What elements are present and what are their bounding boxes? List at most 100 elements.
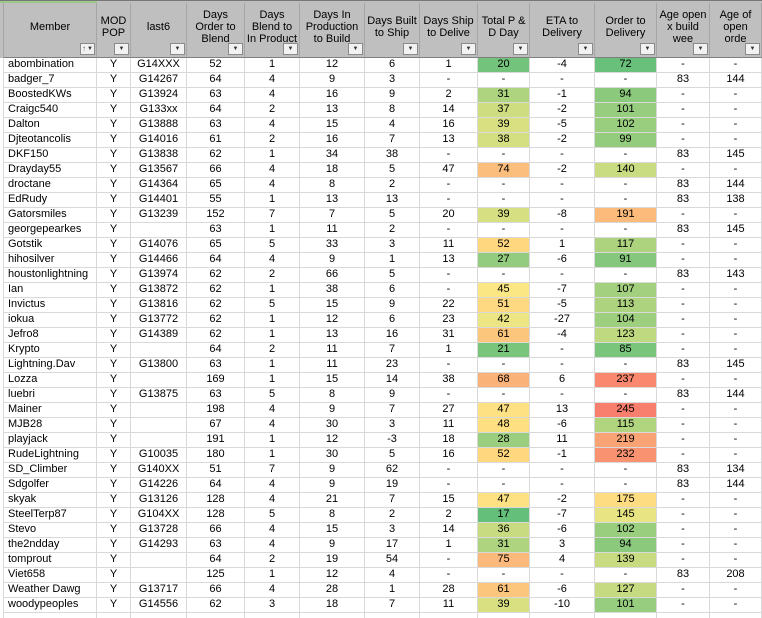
cell[interactable] <box>187 613 245 618</box>
cell[interactable]: 19 <box>300 553 365 568</box>
cell[interactable]: 52 <box>478 238 530 253</box>
cell[interactable]: - <box>420 178 478 193</box>
cell[interactable]: 8 <box>300 508 365 523</box>
cell[interactable]: 2 <box>365 178 420 193</box>
cell[interactable]: - <box>420 463 478 478</box>
cell[interactable]: 1 <box>245 568 300 583</box>
cell[interactable]: G13567 <box>131 163 187 178</box>
cell[interactable]: Y <box>97 478 131 493</box>
cell[interactable]: 3 <box>365 238 420 253</box>
cell[interactable]: Y <box>97 358 131 373</box>
cell[interactable]: 15 <box>300 298 365 313</box>
cell[interactable]: - <box>710 58 762 73</box>
cell[interactable]: - <box>657 418 710 433</box>
cell[interactable] <box>595 613 657 618</box>
cell[interactable]: 30 <box>300 418 365 433</box>
cell[interactable]: 1 <box>420 538 478 553</box>
cell[interactable]: 16 <box>365 328 420 343</box>
cell[interactable]: - <box>530 358 595 373</box>
column-header-order-to-delivery[interactable]: Order to Delivery ▼ <box>595 3 657 58</box>
column-header-days-blend-to-in-product[interactable]: Days Blend to In Product ▼ <box>245 3 300 58</box>
cell[interactable]: woodypeoples <box>4 598 97 613</box>
cell[interactable]: - <box>710 538 762 553</box>
cell[interactable]: 42 <box>478 313 530 328</box>
cell[interactable] <box>131 568 187 583</box>
cell[interactable]: 19 <box>365 478 420 493</box>
cell[interactable]: 117 <box>595 238 657 253</box>
cell[interactable]: 8 <box>365 103 420 118</box>
cell[interactable]: -2 <box>530 163 595 178</box>
cell[interactable]: 4 <box>245 163 300 178</box>
cell[interactable]: - <box>478 73 530 88</box>
cell[interactable]: 2 <box>365 223 420 238</box>
cell[interactable]: 13 <box>300 103 365 118</box>
cell[interactable]: Gotstik <box>4 238 97 253</box>
cell[interactable]: 51 <box>478 298 530 313</box>
cell[interactable]: 83 <box>657 148 710 163</box>
cell[interactable]: 74 <box>478 163 530 178</box>
cell[interactable]: 5 <box>245 298 300 313</box>
cell[interactable]: 9 <box>300 538 365 553</box>
cell[interactable]: 11 <box>300 358 365 373</box>
cell[interactable]: 1 <box>245 433 300 448</box>
cell[interactable]: 62 <box>187 328 245 343</box>
cell[interactable]: 7 <box>365 133 420 148</box>
cell[interactable]: playjack <box>4 433 97 448</box>
cell[interactable]: MJB28 <box>4 418 97 433</box>
cell[interactable]: Y <box>97 463 131 478</box>
cell[interactable]: 152 <box>187 208 245 223</box>
cell[interactable]: 3 <box>365 418 420 433</box>
cell[interactable]: Y <box>97 538 131 553</box>
cell[interactable]: Y <box>97 163 131 178</box>
cell[interactable]: 5 <box>365 448 420 463</box>
cell[interactable]: 191 <box>595 208 657 223</box>
cell[interactable]: - <box>710 208 762 223</box>
sort-filter-button[interactable]: ↑ ▼ <box>80 43 95 55</box>
cell[interactable]: iokua <box>4 313 97 328</box>
cell[interactable]: 3 <box>530 538 595 553</box>
cell[interactable]: Y <box>97 583 131 598</box>
cell[interactable]: - <box>420 193 478 208</box>
cell[interactable]: - <box>657 448 710 463</box>
cell[interactable]: 27 <box>420 403 478 418</box>
cell[interactable]: 4 <box>245 118 300 133</box>
cell[interactable]: - <box>530 268 595 283</box>
cell[interactable]: 4 <box>245 403 300 418</box>
cell[interactable]: 63 <box>187 388 245 403</box>
cell[interactable]: 47 <box>420 163 478 178</box>
cell[interactable]: -4 <box>530 328 595 343</box>
cell[interactable] <box>131 403 187 418</box>
cell[interactable]: SD_Climber <box>4 463 97 478</box>
cell[interactable]: G14466 <box>131 253 187 268</box>
cell[interactable]: Y <box>97 268 131 283</box>
cell[interactable] <box>131 418 187 433</box>
cell[interactable]: 2 <box>245 343 300 358</box>
cell[interactable] <box>710 613 762 618</box>
cell[interactable]: 16 <box>300 133 365 148</box>
cell[interactable]: 62 <box>187 313 245 328</box>
cell[interactable]: 38 <box>420 373 478 388</box>
column-header-last6[interactable]: last6 ▼ <box>131 3 187 58</box>
cell[interactable]: 62 <box>187 268 245 283</box>
cell[interactable]: 11 <box>420 598 478 613</box>
cell[interactable]: Viet658 <box>4 568 97 583</box>
cell[interactable]: 1 <box>245 448 300 463</box>
cell[interactable]: 2 <box>245 103 300 118</box>
cell[interactable]: -6 <box>530 523 595 538</box>
cell[interactable]: 107 <box>595 283 657 298</box>
cell[interactable]: 31 <box>420 328 478 343</box>
cell[interactable]: 145 <box>710 148 762 163</box>
cell[interactable]: 15 <box>420 493 478 508</box>
cell[interactable]: badger_7 <box>4 73 97 88</box>
cell[interactable]: 39 <box>478 208 530 223</box>
cell[interactable]: 145 <box>595 508 657 523</box>
cell[interactable]: - <box>657 553 710 568</box>
cell[interactable]: 28 <box>420 583 478 598</box>
cell[interactable]: 55 <box>187 193 245 208</box>
cell[interactable]: - <box>595 178 657 193</box>
cell[interactable]: -8 <box>530 208 595 223</box>
cell[interactable]: 198 <box>187 403 245 418</box>
cell[interactable]: 61 <box>187 133 245 148</box>
cell[interactable] <box>131 553 187 568</box>
cell[interactable]: BoostedKWs <box>4 88 97 103</box>
